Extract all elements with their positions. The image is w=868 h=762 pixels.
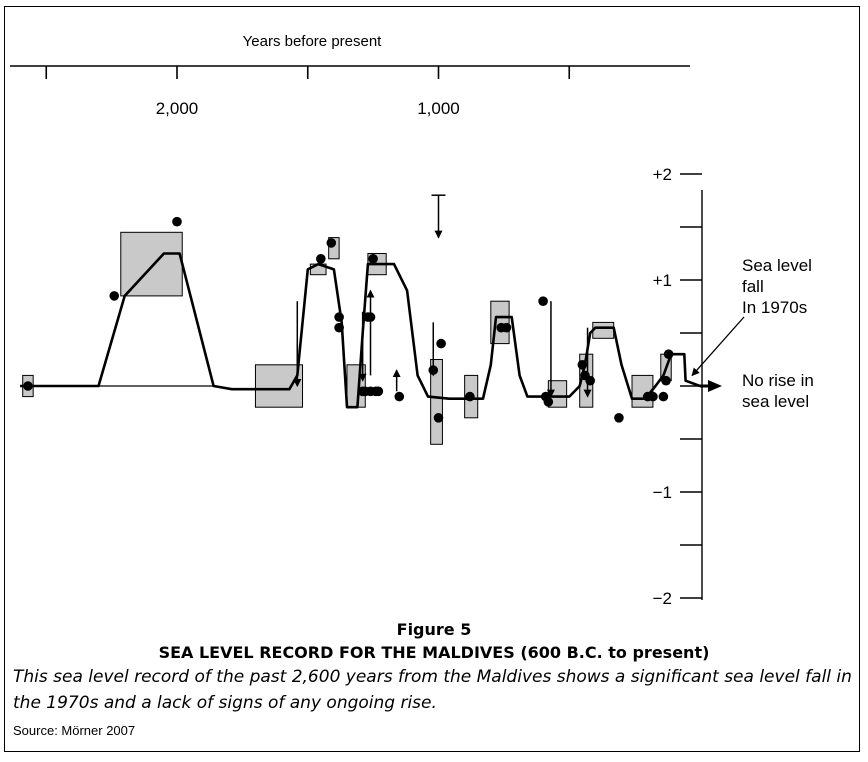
data-box-12	[592, 321, 615, 339]
data-point-6	[334, 312, 344, 322]
figure-title: SEA LEVEL RECORD FOR THE MALDIVES (600 B…	[158, 643, 710, 662]
data-point-8	[363, 312, 373, 322]
data-point-22	[538, 296, 548, 307]
data-boxes	[22, 231, 672, 445]
data-point-2	[172, 216, 182, 227]
data-point-4	[316, 253, 326, 264]
annotation-sea-level-fall-line-0: Sea level	[742, 256, 812, 275]
figure-source: Source: Mörner 2007	[13, 723, 136, 738]
annotation-sea-level-fall-pointer	[691, 316, 745, 377]
curve-path	[20, 252, 701, 409]
figure-number: Figure 5	[396, 620, 472, 639]
data-point-30	[648, 391, 658, 402]
data-point-27	[585, 375, 595, 386]
data-points	[23, 216, 674, 423]
data-point-9	[368, 253, 378, 264]
annotation-no-rise-line-0: No rise in	[742, 371, 814, 390]
data-point-15	[394, 391, 405, 402]
x-axis-title: Years before present	[243, 33, 383, 50]
y-tick-label-2: −1	[653, 483, 672, 502]
data-point-32	[661, 375, 671, 386]
data-point-28	[614, 413, 624, 423]
sea-level-chart: Years before present 2,000 1,000 +2 +1 −1 −2…	[10, 33, 814, 608]
x-tick-label-0: 2,000	[156, 99, 199, 118]
data-point-13	[357, 386, 368, 397]
figure-caption: This sea level record of the past 2,600 …	[13, 667, 852, 713]
data-point-16	[433, 413, 444, 423]
range-arrows	[293, 194, 592, 398]
data-point-31	[658, 391, 669, 402]
data-point-25	[577, 360, 588, 370]
annotation-no-rise-line-1: sea level	[742, 392, 809, 411]
data-point-0	[23, 381, 33, 391]
data-point-33	[663, 349, 674, 360]
y-tick-label-0: +2	[653, 165, 672, 184]
sea-level-curve	[20, 252, 722, 409]
annotations: Sea level fall In 1970s No rise in sea level	[691, 256, 814, 411]
annotation-sea-level-fall-line-1: fall	[742, 277, 764, 296]
y-tick-labels: +2 +1 −1 −2	[653, 165, 672, 608]
data-point-21	[501, 322, 512, 333]
y-tick-label-3: −2	[653, 589, 672, 608]
data-box-2	[254, 364, 304, 408]
data-box-7	[430, 359, 443, 445]
data-point-3	[334, 322, 344, 333]
x-tick-label-1: 1,000	[417, 99, 460, 118]
data-box-1	[120, 231, 183, 297]
data-point-19	[465, 391, 475, 402]
x-tick-labels: 2,000 1,000	[156, 99, 460, 118]
data-point-24	[540, 391, 551, 402]
x-ticks	[45, 66, 571, 79]
data-point-1	[109, 291, 120, 301]
y-ticks	[680, 173, 702, 599]
annotation-sea-level-fall-line-2: In 1970s	[742, 298, 807, 317]
data-point-17	[436, 338, 446, 349]
data-box-4	[328, 237, 340, 260]
y-tick-label-1: +1	[653, 271, 672, 290]
data-point-14	[373, 386, 384, 397]
data-point-18	[428, 365, 439, 375]
data-point-5	[326, 238, 337, 248]
